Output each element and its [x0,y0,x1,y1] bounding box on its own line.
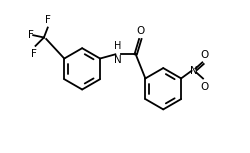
Text: F: F [45,15,51,25]
Text: F: F [31,49,37,58]
Text: F: F [28,30,34,40]
Text: O: O [200,82,209,92]
Text: O: O [200,50,209,60]
Text: H: H [114,41,121,51]
Text: N: N [114,55,122,65]
Text: N: N [190,66,198,76]
Text: O: O [136,26,144,36]
